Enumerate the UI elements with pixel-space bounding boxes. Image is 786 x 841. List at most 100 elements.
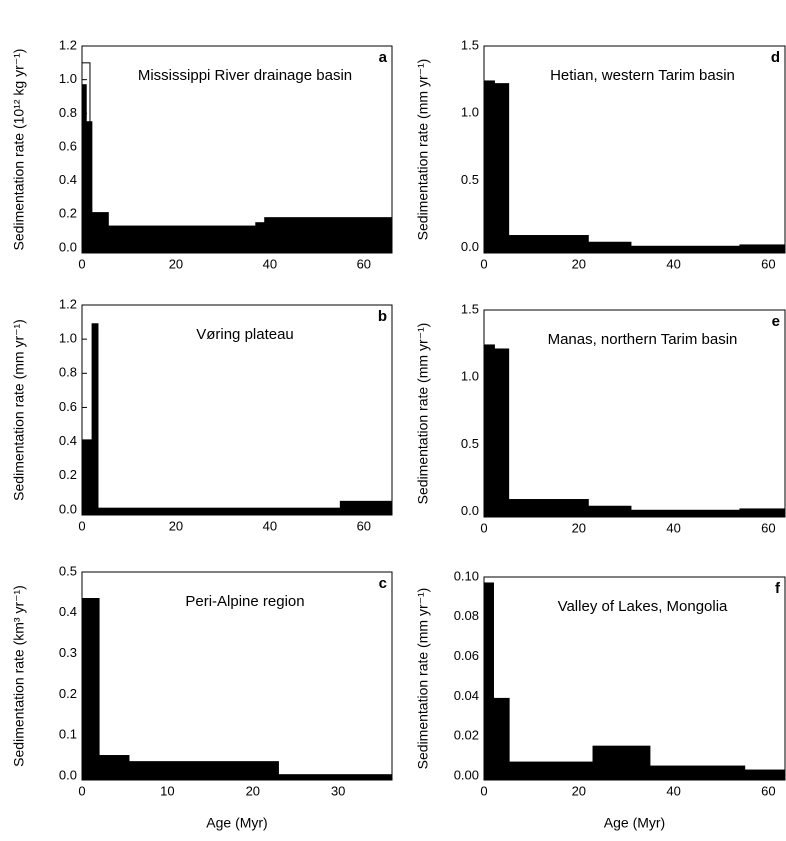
panel-title: Mississippi River drainage basin — [138, 67, 352, 84]
x-tick-label: 20 — [246, 783, 260, 798]
x-tick-label: 0 — [78, 518, 85, 533]
bar — [85, 121, 93, 254]
y-tick-label: 0.2 — [59, 467, 77, 482]
bar — [587, 505, 632, 518]
bar — [98, 755, 130, 781]
bar — [649, 765, 746, 781]
y-tick-label: 0.3 — [59, 645, 77, 660]
y-axis-label: Sedimentation rate (mm yr⁻¹) — [415, 323, 431, 505]
bar — [91, 212, 109, 254]
x-tick-label: 60 — [761, 256, 775, 271]
panel-letter: a — [379, 49, 388, 66]
bar — [630, 245, 741, 254]
bar — [97, 507, 341, 516]
x-tick-label: 20 — [572, 520, 586, 535]
x-tick-label: 40 — [666, 256, 680, 271]
plot-frame — [483, 309, 786, 518]
x-tick-label: 60 — [357, 256, 371, 271]
y-tick-label: 1.0 — [59, 331, 77, 346]
panel-title: Valley of Lakes, Mongolia — [558, 598, 728, 615]
bar — [592, 745, 651, 781]
y-tick-label: 0.0 — [461, 503, 479, 518]
bar — [339, 500, 393, 516]
y-tick-label: 0.8 — [59, 365, 77, 380]
y-tick-label: 1.0 — [461, 369, 479, 384]
x-tick-label: 0 — [480, 256, 487, 271]
bar — [508, 761, 594, 781]
y-tick-label: 0.08 — [454, 608, 479, 623]
y-axis-label: Sedimentation rate (mm yr⁻¹) — [415, 588, 431, 770]
panel-title: Manas, northern Tarim basin — [548, 331, 738, 348]
y-tick-label: 0.6 — [59, 399, 77, 414]
y-tick-label: 1.5 — [461, 301, 479, 316]
x-tick-label: 60 — [761, 520, 775, 535]
plot-frame — [81, 304, 393, 516]
bar — [739, 244, 786, 254]
x-tick-label: 20 — [572, 783, 586, 798]
y-tick-label: 1.2 — [59, 296, 77, 311]
y-tick-label: 1.2 — [59, 37, 77, 52]
y-tick-label: 0.2 — [59, 206, 77, 221]
bar — [81, 598, 100, 781]
plot-frame — [483, 576, 786, 781]
y-tick-label: 1.0 — [59, 71, 77, 86]
bar — [587, 241, 632, 254]
y-tick-label: 0.6 — [59, 138, 77, 153]
y-tick-label: 0.4 — [59, 604, 77, 619]
y-tick-label: 0.8 — [59, 105, 77, 120]
y-axis-label: Sedimentation rate (10¹² kg yr⁻¹) — [11, 49, 27, 251]
y-tick-label: 0.0 — [59, 767, 77, 782]
panel-letter: b — [378, 308, 387, 325]
bar — [508, 235, 589, 254]
y-tick-label: 1.5 — [461, 37, 479, 52]
bar — [81, 439, 93, 516]
panel-letter: f — [775, 580, 781, 597]
y-tick-label: 0.1 — [59, 727, 77, 742]
x-tick-label: 30 — [331, 783, 345, 798]
x-tick-label: 40 — [263, 256, 277, 271]
x-tick-label: 20 — [572, 256, 586, 271]
x-tick-label: 10 — [160, 783, 174, 798]
x-tick-label: 0 — [78, 783, 85, 798]
panel-letter: c — [379, 575, 387, 592]
bar — [630, 509, 741, 518]
plot-frame — [81, 571, 393, 781]
plot-frame — [81, 45, 393, 254]
bar — [483, 80, 495, 254]
bar — [483, 344, 495, 518]
x-tick-label: 0 — [78, 256, 85, 271]
y-tick-label: 0.0 — [59, 501, 77, 516]
y-axis-label: Sedimentation rate (mm yr⁻¹) — [415, 59, 431, 241]
x-tick-label: 60 — [357, 518, 371, 533]
y-tick-label: 0.10 — [454, 568, 479, 583]
x-axis-label: Age (Myr) — [206, 815, 267, 831]
panel-title: Hetian, western Tarim basin — [550, 67, 735, 84]
bar — [91, 323, 99, 516]
y-tick-label: 0.2 — [59, 686, 77, 701]
bar — [508, 499, 589, 518]
x-tick-label: 40 — [666, 520, 680, 535]
y-tick-label: 0.5 — [59, 563, 77, 578]
bar — [255, 222, 266, 254]
y-tick-label: 0.4 — [59, 433, 77, 448]
plot-frame — [483, 45, 786, 254]
x-axis-label: Age (Myr) — [604, 815, 665, 831]
y-tick-label: 0.02 — [454, 728, 479, 743]
bar — [81, 84, 87, 254]
y-tick-label: 0.5 — [461, 436, 479, 451]
y-tick-label: 1.0 — [461, 105, 479, 120]
panel-letter: d — [771, 49, 780, 66]
bar — [107, 225, 257, 254]
y-tick-label: 0.00 — [454, 767, 479, 782]
bar — [483, 582, 494, 781]
panel-title: Vøring plateau — [196, 326, 294, 343]
x-tick-label: 40 — [666, 783, 680, 798]
y-tick-label: 0.5 — [461, 172, 479, 187]
bar — [493, 83, 510, 254]
bar — [264, 217, 393, 254]
y-tick-label: 0.06 — [454, 648, 479, 663]
bar — [744, 769, 786, 781]
bar — [739, 508, 786, 518]
